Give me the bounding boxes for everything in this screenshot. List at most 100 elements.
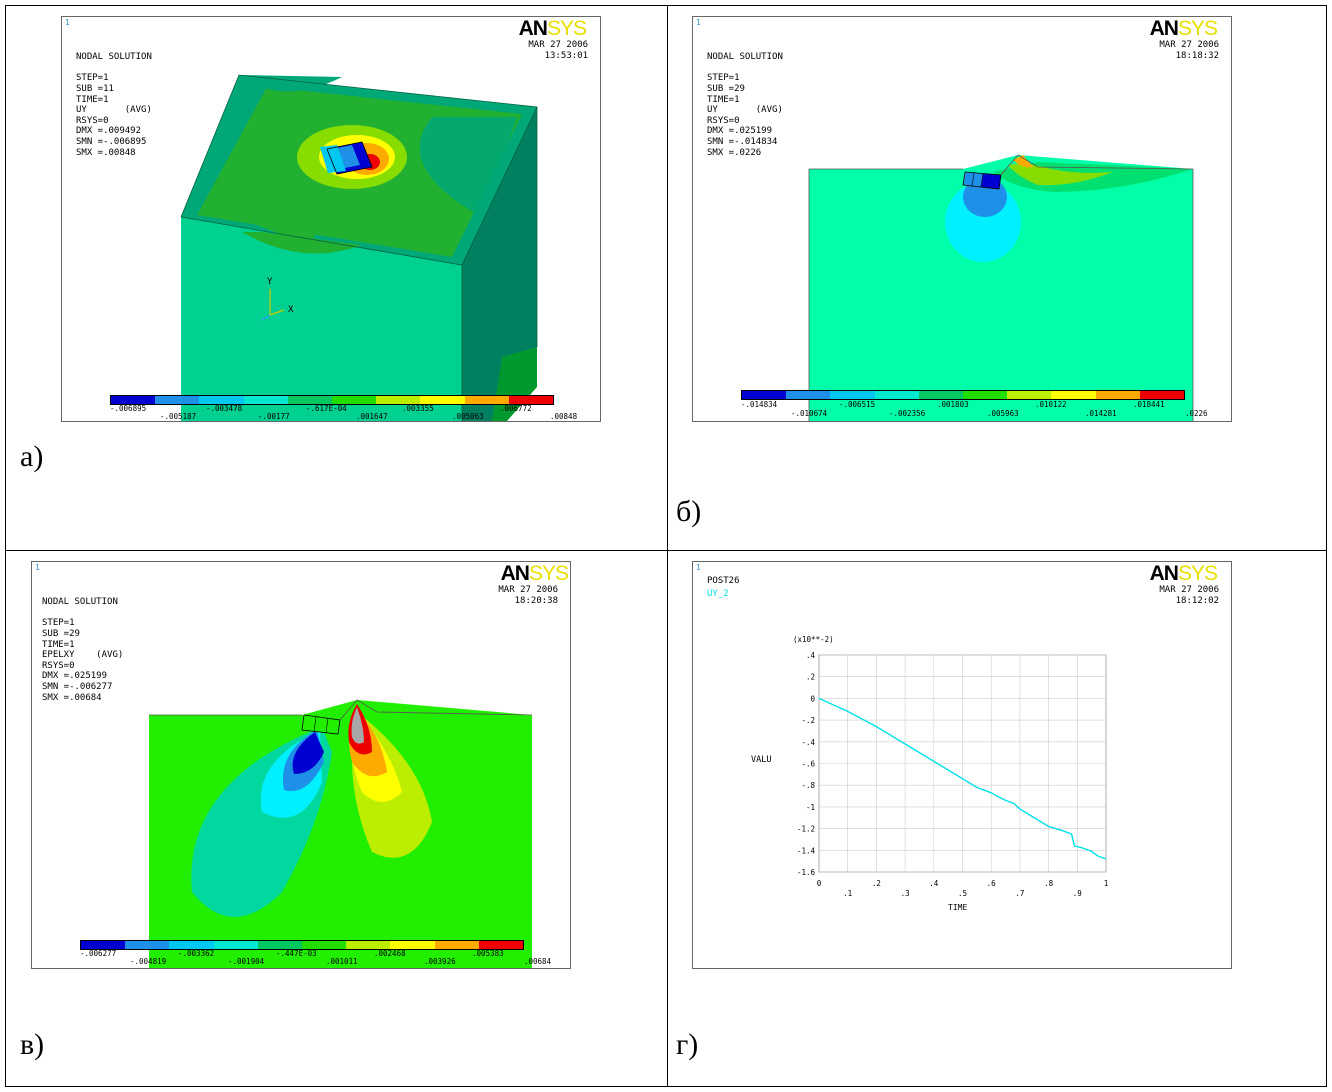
legend-label: .018441 bbox=[1133, 400, 1165, 409]
series-line-uy2 bbox=[818, 697, 1107, 860]
panel-caption: а) bbox=[20, 440, 44, 473]
legend-label: .005383 bbox=[472, 949, 504, 958]
legend-label: .00848 bbox=[550, 412, 578, 421]
panel-caption: б) bbox=[676, 495, 702, 528]
legend-swatch bbox=[302, 941, 347, 949]
plot-header: NODAL SOLUTION STEP=1 SUB =11 TIME=1 UY (AV… bbox=[76, 52, 152, 158]
chart-grid bbox=[818, 654, 1107, 873]
x-tick-label: .2 bbox=[872, 879, 881, 888]
y-tick-label: -.4 bbox=[801, 738, 815, 747]
y-tick-label: -1.2 bbox=[797, 825, 815, 834]
x-axis-label: TIME bbox=[948, 903, 967, 912]
legend-label: .002468 bbox=[374, 949, 406, 958]
panel-c-plot: 1 NODAL SOLUTION STEP=1 SUB =29 TIME=1 EPEL… bbox=[31, 561, 571, 969]
table-border-bottom bbox=[5, 1086, 1327, 1087]
plot-date: MAR 27 2006 18:18:32 bbox=[1159, 40, 1219, 61]
legend-label: -.006895 bbox=[110, 404, 147, 413]
legend-swatch bbox=[464, 396, 509, 404]
panel-a-plot: 1 NODAL SOLUTION STEP=1 SUB =11 TIME=1 UY (… bbox=[61, 16, 601, 422]
x-tick-label: .1 bbox=[843, 889, 852, 898]
x-tick-label: 0 bbox=[817, 879, 822, 888]
legend-bar bbox=[110, 395, 554, 405]
table-divider-vertical bbox=[667, 5, 668, 1087]
legend-swatch bbox=[111, 396, 156, 404]
legend-swatch bbox=[742, 391, 787, 399]
legend-label: -.006515 bbox=[839, 400, 876, 409]
x-tick-label: 1 bbox=[1104, 879, 1109, 888]
legend-swatch bbox=[390, 941, 435, 949]
legend-label: .001803 bbox=[937, 400, 969, 409]
legend-swatch bbox=[508, 396, 554, 404]
legend-swatch bbox=[287, 396, 333, 404]
y-axis-label: VALU bbox=[751, 755, 771, 765]
window-number: 1 bbox=[65, 18, 70, 27]
legend-label: .0226 bbox=[1185, 409, 1208, 418]
legend-swatch bbox=[1007, 391, 1052, 399]
chart-ticks: .4.20-.2-.4-.6-.8-1-1.2-1.4-1.60.2.4.6.8… bbox=[797, 651, 1108, 898]
legend-label: -.00177 bbox=[258, 412, 290, 421]
legend-swatch bbox=[420, 396, 465, 404]
legend-swatch bbox=[963, 391, 1008, 399]
legend-label: -.617E-04 bbox=[306, 404, 347, 413]
table-border-top bbox=[5, 5, 1327, 6]
legend-swatch bbox=[346, 941, 391, 949]
legend-label: .00684 bbox=[524, 957, 552, 966]
plot-header: POST26 bbox=[707, 576, 740, 586]
x-tick-label: .6 bbox=[987, 879, 997, 888]
legend-label: -.447E-03 bbox=[276, 949, 317, 958]
legend-label: .010122 bbox=[1035, 400, 1067, 409]
ansys-logo: ANSYS bbox=[1149, 562, 1218, 585]
legend-label: .003926 bbox=[424, 957, 456, 966]
legend-swatch bbox=[786, 391, 831, 399]
y-tick-label: -1.4 bbox=[797, 846, 816, 855]
y-tick-label: -.6 bbox=[801, 760, 815, 769]
legend-swatch bbox=[257, 941, 303, 949]
x-tick-label: .5 bbox=[958, 889, 967, 898]
axis-x-label: X bbox=[288, 305, 294, 315]
ansys-logo: ANSYS bbox=[500, 562, 569, 585]
legend-label: -.004819 bbox=[130, 957, 167, 966]
plot-date: MAR 27 2006 18:12:02 bbox=[1159, 585, 1219, 606]
legend-swatch bbox=[1095, 391, 1140, 399]
legend-label: .001011 bbox=[326, 957, 358, 966]
legend-label: .005963 bbox=[987, 409, 1019, 418]
table-divider-horizontal bbox=[5, 550, 1327, 551]
table-border-right bbox=[1326, 5, 1327, 1087]
legend-label: -.001904 bbox=[228, 957, 265, 966]
plot-date: MAR 27 2006 13:53:01 bbox=[528, 40, 588, 61]
legend-label: -.014834 bbox=[741, 400, 778, 409]
plot-header: NODAL SOLUTION STEP=1 SUB =29 TIME=1 EPELXY… bbox=[42, 597, 124, 703]
legend-label: .001647 bbox=[356, 412, 388, 421]
x-tick-label: .4 bbox=[929, 879, 939, 888]
panel-caption: г) bbox=[676, 1028, 699, 1061]
y-tick-label: .4 bbox=[806, 651, 816, 660]
y-tick-label: -.8 bbox=[801, 781, 815, 790]
plot-date: MAR 27 2006 18:20:38 bbox=[498, 585, 558, 606]
legend-label: .014281 bbox=[1085, 409, 1117, 418]
legend-label: -.010674 bbox=[791, 409, 828, 418]
panel-b-plot: 1 NODAL SOLUTION STEP=1 SUB =29 TIME=1 UY (… bbox=[692, 16, 1232, 422]
legend-swatch bbox=[874, 391, 919, 399]
legend-swatch bbox=[478, 941, 524, 949]
legend-swatch bbox=[243, 396, 288, 404]
panel-b-contour bbox=[808, 154, 1194, 421]
legend-label: -.003478 bbox=[206, 404, 243, 413]
legend-bar bbox=[80, 940, 524, 950]
y-tick-label: -.2 bbox=[801, 716, 815, 725]
window-number: 1 bbox=[696, 563, 701, 572]
x-tick-label: .8 bbox=[1044, 879, 1054, 888]
legend-swatch bbox=[1051, 391, 1096, 399]
panel-d-plot: 1 POST26 UY_2 ANSYS MAR 27 2006 18:12:02 … bbox=[692, 561, 1232, 969]
plot-header: NODAL SOLUTION STEP=1 SUB =29 TIME=1 UY (AV… bbox=[707, 52, 783, 158]
ansys-logo: ANSYS bbox=[1149, 17, 1218, 40]
legend-swatch bbox=[213, 941, 258, 949]
series-legend: UY_2 bbox=[707, 589, 729, 599]
legend-label: -.005187 bbox=[160, 412, 197, 421]
legend-swatch bbox=[125, 941, 170, 949]
axis-y-label: Y bbox=[267, 277, 273, 287]
x-tick-label: .9 bbox=[1073, 889, 1082, 898]
panel-c-contour bbox=[149, 699, 533, 968]
legend-swatch bbox=[434, 941, 479, 949]
y-multiplier-label: (x10**-2) bbox=[793, 635, 834, 644]
legend-swatch bbox=[376, 396, 421, 404]
